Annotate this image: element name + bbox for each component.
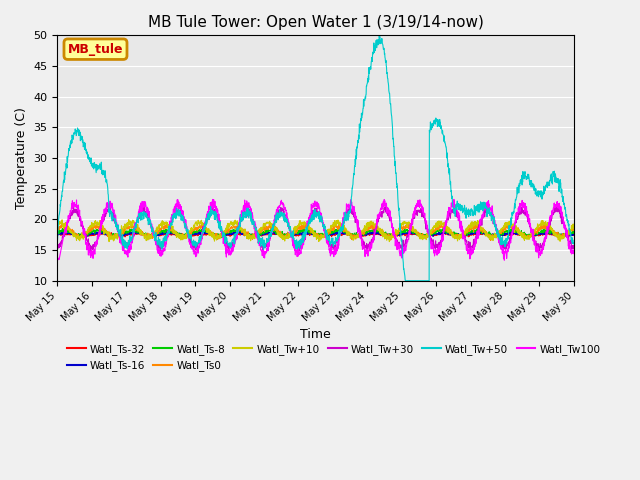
Watl_Ts-16	[570, 231, 578, 237]
Watl_Ts-8	[570, 230, 578, 236]
Y-axis label: Temperature (C): Temperature (C)	[15, 107, 28, 209]
Watl_Ts-32	[80, 233, 88, 239]
Watl_Tw+50	[556, 183, 563, 189]
Watl_Ts-32	[305, 230, 312, 236]
Watl_Tw100	[54, 256, 61, 262]
Watl_Ts0	[305, 223, 312, 229]
Watl_Ts-32	[54, 231, 61, 237]
Watl_Ts-8	[54, 230, 61, 236]
Watl_Ts0	[369, 220, 377, 226]
Line: Watl_Tw100: Watl_Tw100	[58, 199, 574, 260]
Watl_Ts-16	[132, 228, 140, 234]
Watl_Tw+30	[570, 246, 578, 252]
Watl_Ts-32	[471, 229, 479, 235]
Watl_Tw+50	[80, 142, 88, 147]
Watl_Tw+30	[80, 231, 88, 237]
Watl_Ts-32	[556, 232, 563, 238]
Watl_Tw+50	[54, 238, 61, 244]
Watl_Ts-32	[291, 232, 299, 238]
Watl_Ts0	[460, 233, 468, 239]
Watl_Tw100	[500, 257, 508, 263]
Watl_Tw+30	[305, 219, 312, 225]
Title: MB Tule Tower: Open Water 1 (3/19/14-now): MB Tule Tower: Open Water 1 (3/19/14-now…	[148, 15, 484, 30]
Watl_Ts-8	[80, 231, 88, 237]
Watl_Tw+10	[125, 217, 132, 223]
Watl_Ts0	[54, 228, 61, 233]
Watl_Tw+30	[291, 238, 299, 243]
Line: Watl_Tw+30: Watl_Tw+30	[58, 206, 574, 251]
Watl_Tw+50	[556, 189, 563, 194]
Watl_Tw+10	[54, 222, 61, 228]
Watl_Ts-16	[54, 231, 61, 237]
Watl_Tw100	[80, 226, 88, 231]
Watl_Ts-32	[570, 232, 578, 238]
Watl_Tw+50	[461, 203, 468, 208]
Watl_Tw100	[556, 204, 563, 210]
Watl_Tw+30	[552, 204, 560, 209]
Watl_Tw+10	[556, 231, 563, 237]
Watl_Ts0	[291, 229, 299, 235]
Watl_Ts-8	[370, 225, 378, 230]
Watl_Tw+10	[556, 232, 563, 238]
Line: Watl_Ts0: Watl_Ts0	[58, 223, 574, 240]
Watl_Ts-32	[555, 232, 563, 238]
Watl_Tw+30	[54, 245, 61, 251]
Watl_Tw+10	[570, 221, 578, 227]
Watl_Tw100	[570, 249, 578, 254]
Watl_Ts-8	[305, 230, 312, 236]
X-axis label: Time: Time	[300, 328, 331, 341]
Watl_Ts0	[80, 234, 88, 240]
Watl_Tw+50	[376, 33, 383, 38]
Legend: Watl_Ts-32, Watl_Ts-16, Watl_Ts-8, Watl_Ts0, Watl_Tw+10, Watl_Tw+30, Watl_Tw+50,: Watl_Ts-32, Watl_Ts-16, Watl_Ts-8, Watl_…	[63, 340, 605, 375]
Watl_Tw+10	[80, 233, 88, 239]
Line: Watl_Tw+50: Watl_Tw+50	[58, 36, 574, 281]
Watl_Ts0	[556, 235, 563, 240]
Watl_Tw+30	[460, 233, 468, 239]
Watl_Ts-16	[80, 233, 88, 239]
Watl_Tw+50	[570, 241, 578, 247]
Watl_Ts-16	[351, 234, 359, 240]
Watl_Tw+50	[305, 222, 312, 228]
Watl_Tw+10	[105, 239, 113, 244]
Watl_Tw+30	[86, 248, 94, 254]
Watl_Ts-8	[556, 232, 563, 238]
Line: Watl_Ts-8: Watl_Ts-8	[58, 228, 574, 238]
Watl_Tw100	[556, 200, 563, 206]
Watl_Ts0	[556, 233, 563, 239]
Watl_Tw+10	[291, 225, 299, 231]
Watl_Tw100	[291, 248, 299, 253]
Watl_Ts-8	[461, 232, 468, 238]
Watl_Ts-32	[460, 232, 468, 238]
Watl_Ts0	[487, 238, 495, 243]
Watl_Tw+30	[556, 208, 563, 214]
Watl_Ts-16	[461, 233, 468, 239]
Watl_Ts-8	[291, 229, 299, 235]
Watl_Ts-8	[556, 233, 563, 239]
Watl_Tw+10	[305, 223, 313, 229]
Watl_Tw+30	[556, 209, 563, 215]
Watl_Ts0	[570, 224, 578, 229]
Line: Watl_Tw+10: Watl_Tw+10	[58, 220, 574, 241]
Watl_Tw100	[450, 196, 458, 202]
Watl_Ts-32	[563, 235, 570, 240]
Watl_Ts-16	[291, 232, 299, 238]
Watl_Ts-16	[305, 229, 312, 235]
Watl_Tw100	[460, 235, 468, 240]
Watl_Tw100	[305, 216, 312, 222]
Watl_Tw+10	[461, 232, 468, 238]
Text: MB_tule: MB_tule	[68, 43, 124, 56]
Line: Watl_Ts-16: Watl_Ts-16	[58, 231, 574, 237]
Line: Watl_Ts-32: Watl_Ts-32	[58, 232, 574, 238]
Watl_Ts-16	[556, 232, 563, 238]
Watl_Ts-8	[213, 235, 221, 240]
Watl_Tw+50	[291, 240, 299, 246]
Watl_Ts-16	[556, 233, 563, 239]
Watl_Tw+50	[401, 278, 409, 284]
